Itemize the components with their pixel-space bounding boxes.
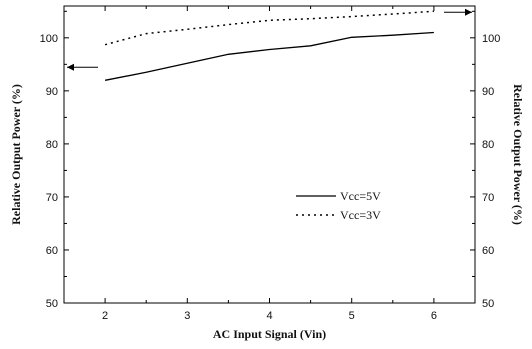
series-line-vcc-5v	[104, 31, 434, 81]
x-tick-label: 3	[184, 310, 190, 322]
x-tick-label: 6	[431, 310, 437, 322]
right-y-tick-label: 80	[482, 139, 494, 151]
plot-area-frame	[63, 5, 476, 304]
x-tick-label: 2	[102, 310, 108, 322]
legend: Vcc=5V Vcc=3V	[296, 189, 381, 222]
left-y-tick-label: 70	[46, 192, 58, 204]
legend-label: Vcc=5V	[340, 189, 381, 203]
right-y-tick-label: 90	[482, 86, 494, 98]
series-line-vcc-3v	[104, 10, 434, 46]
right-y-axis-title: Relative Output Power (%)	[511, 84, 525, 225]
right-y-axis-ticks: 50 60 70 80 90 100	[470, 10, 500, 310]
series-lines	[104, 10, 434, 81]
left-y-tick-label: 80	[46, 139, 58, 151]
left-y-tick-label: 100	[40, 33, 58, 45]
left-y-axis-title: Relative Output Power (%)	[9, 84, 23, 225]
right-y-tick-label: 50	[482, 298, 494, 310]
x-tick-label: 5	[349, 310, 355, 322]
left-y-tick-label: 50	[46, 298, 58, 310]
left-y-tick-label: 90	[46, 86, 58, 98]
x-axis-title: AC Input Signal (Vin)	[213, 327, 326, 341]
axis-indicator-arrows	[67, 8, 472, 71]
right-y-tick-label: 70	[482, 192, 494, 204]
left-y-tick-label: 60	[46, 245, 58, 257]
left-y-axis-ticks: 50 60 70 80 90 100	[40, 10, 69, 310]
x-axis-ticks: 2 3 4 5 6	[63, 6, 476, 322]
left-axis-arrow-head	[67, 63, 74, 71]
right-axis-arrow-head	[465, 8, 472, 16]
legend-label: Vcc=3V	[340, 208, 381, 222]
x-tick-label: 4	[266, 310, 272, 322]
right-y-tick-label: 60	[482, 245, 494, 257]
right-y-tick-label: 100	[482, 33, 500, 45]
